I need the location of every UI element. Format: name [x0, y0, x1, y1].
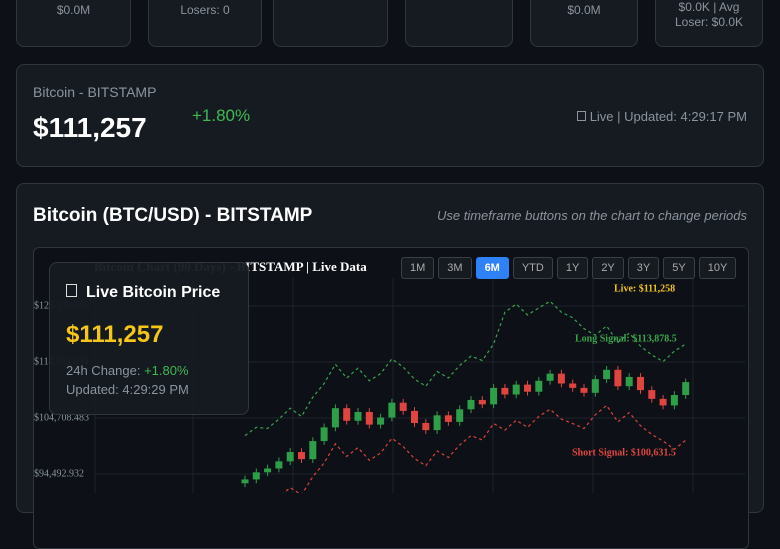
- candle-body: [580, 387, 588, 393]
- ticker-card: Bitcoin - BITSTAMP $111,257 +1.80% Live …: [16, 64, 764, 167]
- candle-body: [478, 399, 486, 405]
- candle-body: [354, 412, 362, 421]
- ticker-name: Bitcoin - BITSTAMP: [33, 84, 157, 100]
- candle-body: [659, 398, 667, 406]
- signal-line: [282, 404, 687, 493]
- page: $0.0M Losers: 0 $0.0M $0.0K | Avg Loser: $0.…: [16, 0, 764, 549]
- tooltip-icon: [66, 284, 77, 297]
- stat-card: [405, 0, 513, 47]
- timeframe-button[interactable]: 5Y: [663, 257, 695, 279]
- y-tick-label: $94,492.932: [34, 468, 84, 479]
- candle-body: [569, 383, 577, 388]
- candle-body: [670, 395, 678, 406]
- stat-card: $0.0K | Avg Loser: $0.0K: [655, 0, 763, 47]
- candle-body: [433, 415, 441, 431]
- candle-body: [591, 379, 599, 393]
- candle-body: [637, 376, 644, 391]
- stat-line: $0.0M: [567, 3, 601, 17]
- candle-body: [512, 384, 520, 395]
- stat-line: $0.0M: [56, 3, 91, 17]
- stat-card: $0.0M: [16, 0, 131, 47]
- tooltip-change: +1.80%: [144, 363, 189, 378]
- tooltip-change-label: 24h Change:: [66, 363, 141, 378]
- candle-body: [309, 441, 317, 460]
- annotation: Short Signal: $100,631.5: [572, 447, 676, 458]
- candle-body: [241, 479, 249, 484]
- candle-body: [331, 408, 339, 428]
- candle-body: [546, 373, 554, 381]
- candle-body: [275, 461, 283, 469]
- candle-body: [444, 415, 452, 422]
- candle-body: [524, 384, 531, 392]
- candle-body: [501, 387, 509, 395]
- timeframe-button[interactable]: YTD: [512, 257, 553, 279]
- ticker-status: Live | Updated: 4:29:17 PM: [576, 109, 747, 124]
- candle-body: [252, 472, 260, 480]
- stat-card: [273, 0, 388, 47]
- y-tick-label: $104,708.483: [34, 412, 89, 423]
- tooltip: Live Bitcoin Price $111,257 24h Change: …: [49, 262, 249, 415]
- ticker-change: +1.80%: [192, 106, 251, 125]
- stat-card: $0.0M: [530, 0, 638, 47]
- candle-body: [682, 382, 690, 396]
- candle-body: [422, 422, 430, 431]
- candle-body: [365, 412, 373, 425]
- tooltip-updated: Updated: 4:29:29 PM: [66, 382, 189, 397]
- tooltip-change-row: 24h Change: +1.80%: [66, 363, 189, 378]
- candle-body: [614, 369, 622, 387]
- candle-body: [557, 373, 565, 384]
- candle-body: [320, 427, 328, 442]
- stat-card: Losers: 0: [148, 0, 262, 47]
- candle-body: [388, 402, 396, 418]
- stat-line: Losers: 0: [180, 3, 230, 17]
- timeframe-button[interactable]: 10Y: [698, 257, 737, 279]
- ticker-price: $111,257: [33, 112, 147, 143]
- tooltip-title: Live Bitcoin Price: [86, 284, 221, 301]
- timeframe-button[interactable]: 3M: [438, 257, 472, 279]
- signal-line: [244, 300, 687, 437]
- candle-body: [603, 369, 611, 380]
- stat-line: $0.0K | Avg: [678, 0, 740, 14]
- candle-body: [535, 380, 543, 392]
- candle-body: [456, 409, 464, 422]
- candle-body: [411, 410, 418, 423]
- timeframe-bar: 1M 3M 6M YTD 1Y 2Y 3Y 5Y 10Y: [401, 257, 740, 279]
- candle-body: [343, 408, 351, 421]
- timeframe-button[interactable]: 1Y: [556, 257, 589, 279]
- candle-body: [648, 390, 656, 399]
- candle-body: [467, 399, 475, 410]
- candle-body: [490, 387, 498, 405]
- section-title: Bitcoin (BTC/USD) - BITSTAMP: [33, 205, 313, 226]
- section-hint: Use timeframe buttons on the chart to ch…: [436, 208, 747, 223]
- timeframe-button[interactable]: 3Y: [627, 257, 660, 279]
- timeframe-button[interactable]: 2Y: [592, 257, 624, 279]
- timeframe-button[interactable]: 1M: [401, 257, 435, 279]
- candle-body: [298, 452, 305, 460]
- status-text: Live | Updated: 4:29:17 PM: [589, 109, 747, 124]
- chart: Bitcoin Chart (90 Days) - BITSTAMP | Liv…: [34, 259, 745, 493]
- candle-body: [625, 376, 633, 387]
- annotation: Live: $111,258: [614, 283, 675, 294]
- candle-body: [377, 417, 385, 425]
- stat-line: Loser: $0.0K: [674, 15, 744, 29]
- tooltip-header: Live Bitcoin Price: [66, 284, 220, 302]
- candle-body: [286, 452, 294, 462]
- annotation: Long Signal: $113,878.5: [575, 333, 677, 344]
- status-icon: [576, 111, 586, 121]
- candle-body: [264, 468, 272, 473]
- timeframe-button[interactable]: 6M: [475, 257, 509, 279]
- tooltip-price: $111,257: [66, 321, 164, 348]
- candle-body: [399, 402, 407, 411]
